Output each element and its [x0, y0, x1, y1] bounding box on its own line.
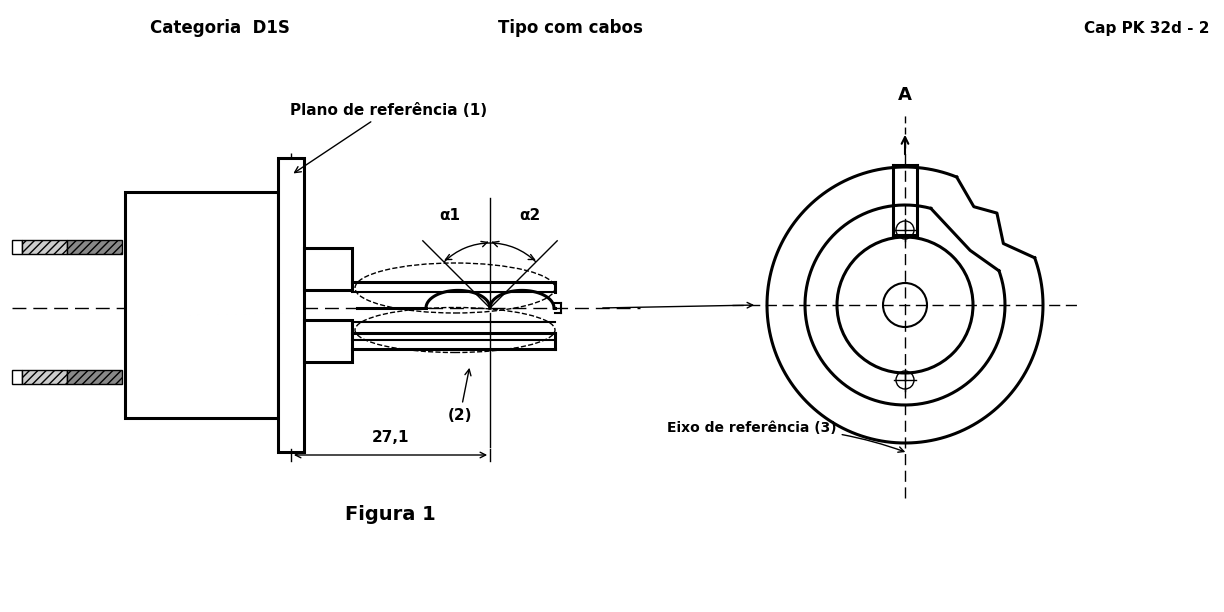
- Text: 27,1: 27,1: [372, 430, 409, 445]
- Text: Plano de referência (1): Plano de referência (1): [290, 102, 487, 173]
- Bar: [12, 370, 22, 384]
- Bar: [278, 158, 304, 452]
- Text: Categoria  D1S: Categoria D1S: [151, 19, 290, 37]
- Text: A: A: [898, 86, 912, 104]
- Bar: [22, 240, 67, 254]
- Text: (2): (2): [448, 369, 472, 422]
- Text: α2: α2: [519, 208, 541, 223]
- Bar: [22, 370, 67, 384]
- Text: Figura 1: Figura 1: [345, 506, 436, 524]
- Bar: [304, 248, 353, 290]
- Text: Eixo de referência (3): Eixo de referência (3): [667, 421, 905, 452]
- Bar: [67, 370, 122, 384]
- Bar: [304, 320, 353, 362]
- Text: Cap PK 32d - 2: Cap PK 32d - 2: [1084, 20, 1211, 35]
- Text: α1: α1: [439, 208, 460, 223]
- Bar: [67, 240, 122, 254]
- Bar: [125, 192, 278, 418]
- Bar: [12, 240, 22, 254]
- Text: Tipo com cabos: Tipo com cabos: [498, 19, 643, 37]
